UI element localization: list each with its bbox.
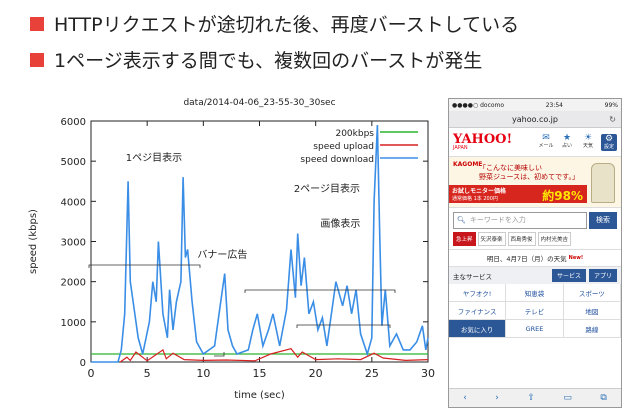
share-icon[interactable]: ⇧	[527, 393, 535, 403]
ad-banner[interactable]: KAGOME 「こんなに美味しい 野菜ジュースは、初めてです。」 お試しモニター…	[449, 157, 621, 208]
x-tick-label: 5	[144, 367, 151, 380]
service-link[interactable]: ヤフオク!	[449, 284, 507, 302]
bottle-icon	[591, 163, 615, 203]
service-link[interactable]: 路線	[563, 320, 621, 338]
x-tick-label: 30	[421, 367, 435, 380]
bullet-marker-2	[30, 53, 44, 67]
new-badge: New!	[568, 255, 584, 261]
trending-item[interactable]: 西島秀俊	[507, 232, 536, 246]
trending-tags: 急上昇 矢沢泰楽 西島秀俊 内村光美吉	[449, 232, 621, 246]
apps-button[interactable]: アプリ	[588, 269, 617, 282]
ad-band-title: お試しモニター価格	[452, 188, 507, 195]
ad-line-2: 野菜ジュースは、初めてです。」	[479, 173, 579, 181]
weather-icon[interactable]: ☀ 天気	[582, 132, 593, 149]
y-tick-label: 3000	[61, 238, 86, 249]
legend-200kbps-label: 200kbps	[335, 129, 374, 139]
annotation-label: 2ページ目表示	[294, 182, 360, 195]
yahoo-header: YAHOO! JAPAN ✉ メール ★ 占い ☀ 天気 ⚙ 設定	[449, 128, 621, 157]
back-icon[interactable]: ‹	[463, 393, 467, 403]
ad-line-1: 「こんなに美味しい	[479, 164, 542, 172]
x-tick-label: 20	[309, 367, 323, 380]
y-tick-label: 0	[80, 358, 86, 369]
browser-toolbar: ‹ › ⇧ ▭ ⧉	[449, 388, 621, 407]
annotation-label: 画像表示	[320, 217, 360, 230]
battery-label: 99%	[604, 101, 618, 109]
series-download-line	[91, 124, 429, 363]
annotation-bracket	[244, 289, 396, 293]
service-link[interactable]: ファイナンス	[449, 302, 507, 320]
clock-label: 23:54	[545, 101, 563, 109]
bullet-marker-1	[30, 17, 44, 31]
trending-badge: 急上昇	[453, 232, 476, 246]
legend-upload-label: speed upload	[313, 142, 374, 152]
y-tick-label: 4000	[61, 197, 86, 208]
x-tick-label: 0	[88, 367, 95, 380]
services-button[interactable]: サービス	[551, 269, 586, 282]
search-row: 🔍︎ キーワードを入力 検索	[449, 208, 621, 232]
search-placeholder: キーワードを入力	[469, 216, 526, 224]
phone-screenshot: ●●●●○ docomo 23:54 99% yahoo.co.jp ↻ YAH…	[448, 98, 622, 408]
address-bar[interactable]: yahoo.co.jp ↻	[449, 111, 621, 128]
reload-icon[interactable]: ↻	[609, 114, 616, 124]
gear-icon[interactable]: ⚙ 設定	[601, 133, 617, 151]
service-link[interactable]: スポーツ	[563, 284, 621, 302]
bullet-text-2: 1ページ表示する間でも、複数回のバーストが発生	[54, 50, 483, 72]
annotation-label: バナー広告	[197, 248, 247, 261]
series-upload-line	[119, 348, 429, 363]
mail-icon[interactable]: ✉ メール	[538, 132, 554, 149]
yahoo-logo[interactable]: YAHOO! JAPAN	[453, 132, 513, 151]
service-link[interactable]: 知恵袋	[506, 284, 564, 302]
y-tick-label: 5000	[61, 157, 86, 168]
annotation-bracket	[296, 324, 391, 328]
tabs-icon[interactable]: ⧉	[600, 393, 607, 403]
speed-chart: 0 1000 2000 3000 4000 5000 6000 0 5 10 15 20 25 30 dat…	[28, 98, 435, 401]
ad-brand: KAGOME	[453, 161, 483, 168]
legend-download-label: speed download	[300, 155, 374, 165]
chart-title: data/2014-04-06_23-55-30_30sec	[183, 98, 335, 108]
url-text: yahoo.co.jp	[512, 114, 558, 124]
trending-item[interactable]: 矢沢泰楽	[477, 232, 506, 246]
y-axis-label: speed (kbps)	[28, 209, 39, 274]
forecast-link[interactable]: 明日、4月7日（月）の天気 New!	[449, 249, 621, 267]
fortune-icon[interactable]: ★ 占い	[561, 132, 572, 149]
search-input[interactable]: 🔍︎ キーワードを入力	[453, 211, 587, 229]
favorites-button[interactable]: お気に入り	[449, 320, 507, 338]
service-link[interactable]: 地図	[563, 302, 621, 320]
ad-band-sub: 通常価格 1本 200円	[452, 196, 498, 202]
carrier-label: ●●●●○ docomo	[452, 101, 505, 109]
x-axis-label: time (sec)	[234, 390, 285, 401]
services-grid: ヤフオク! 知恵袋 スポーツ ファイナンス テレビ 地図 お気に入り GREE …	[449, 284, 621, 338]
y-tick-label: 1000	[61, 318, 86, 329]
x-tick-label: 10	[196, 367, 210, 380]
ad-price-band: お試しモニター価格 通常価格 1本 200円 約98%	[449, 185, 587, 203]
annotation-bracket	[88, 264, 201, 268]
annotation-bracket	[214, 352, 225, 357]
x-tick-label: 15	[253, 367, 267, 380]
service-link[interactable]: GREE	[506, 320, 564, 338]
services-header: 主なサービス サービス アプリ	[449, 267, 621, 284]
trending-item[interactable]: 内村光美吉	[537, 232, 572, 246]
y-tick-label: 2000	[61, 278, 86, 289]
status-bar: ●●●●○ docomo 23:54 99%	[449, 99, 621, 111]
bullet-text-1: HTTPリクエストが途切れた後、再度バーストしている	[54, 14, 520, 36]
forward-icon[interactable]: ›	[495, 393, 499, 403]
search-button[interactable]: 検索	[589, 211, 617, 229]
service-link[interactable]: テレビ	[506, 302, 564, 320]
x-tick-label: 25	[365, 367, 379, 380]
y-tick-label: 6000	[61, 117, 86, 128]
services-label: 主なサービス	[453, 272, 492, 281]
ad-percent: 約98%	[542, 189, 583, 203]
annotation-label: 1ペジ目表示	[126, 151, 182, 164]
bookmarks-icon[interactable]: ▭	[563, 393, 572, 403]
search-icon: 🔍︎	[457, 216, 466, 224]
